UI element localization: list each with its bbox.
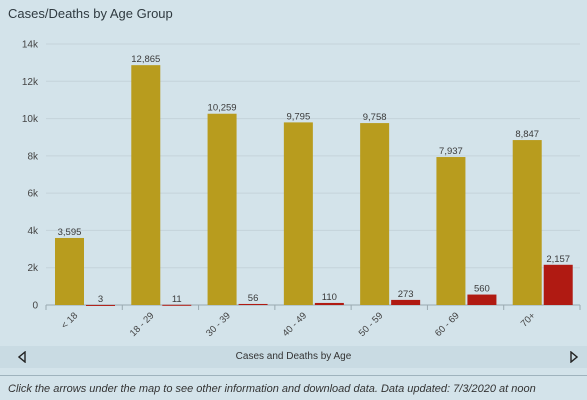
bar-cases [283,122,313,305]
bar-value-label: 3,595 [58,227,82,238]
bar-value-label: 10,259 [208,103,237,114]
y-tick-label: 2k [27,263,39,274]
bar-deaths [543,264,573,305]
data-labels: 3,595 3 12,865 11 10,259 56 9,795 110 9,758 273 7,… [58,54,570,305]
bar-deaths [391,299,421,305]
bar-deaths [314,302,344,305]
chart-name-label: Cases and Deaths by Age [235,351,352,362]
triangle-right-icon [570,351,578,363]
bar-cases [55,237,84,305]
y-tick-label: 6k [27,189,39,200]
next-chart-button[interactable] [566,348,582,366]
y-tick-label: 8k [27,151,39,162]
bar-cases [360,123,390,305]
bar-deaths [467,294,497,305]
bar-cases [512,140,542,305]
y-tick-label: 0 [32,301,38,312]
x-category-label: 60 - 69 [433,310,462,339]
y-tick-label: 4k [27,226,39,237]
x-category-label: 50 - 59 [357,310,386,339]
x-category-label: 70+ [519,310,538,329]
bar-value-label: 12,865 [131,54,160,65]
bar-chart: 0 2k 4k 6k 8k 10k 12k 14k < 18 18 - 29 30 - 39 40 -… [0,26,587,346]
y-tick-label: 14k [22,40,39,51]
bar-deaths [162,304,192,306]
x-category-label: 40 - 49 [280,310,309,339]
x-category-label: < 18 [59,310,80,331]
bar-cases [207,113,237,306]
x-category-label: 18 - 29 [128,310,157,339]
bar-deaths [86,304,115,306]
bar-value-label: 9,795 [286,111,310,122]
bar-value-label: 110 [322,292,337,303]
triangle-left-icon [18,351,26,363]
footer-note: Click the arrows under the map to see ot… [8,383,536,395]
chart-svg: 0 2k 4k 6k 8k 10k 12k 14k < 18 18 - 29 30 - 39 40 -… [22,40,581,339]
previous-chart-button[interactable] [14,348,30,366]
y-tick-label: 10k [22,114,39,125]
bar-value-label: 11 [172,294,182,305]
bar-deaths [238,303,268,305]
bar-value-label: 8,847 [515,129,539,140]
panel-title: Cases/Deaths by Age Group [8,6,173,21]
bars [55,65,573,306]
bar-value-label: 3 [98,294,103,305]
bar-value-label: 9,758 [363,112,387,123]
bar-value-label: 273 [398,289,414,300]
footer-divider [0,375,587,376]
bar-cases [131,65,161,305]
bar-value-label: 56 [248,293,259,304]
bar-value-label: 7,937 [439,146,463,157]
grid-lines [46,43,580,269]
chart-navigation-bar: Cases and Deaths by Age [0,346,587,368]
y-tick-label: 12k [22,77,39,88]
bar-value-label: 560 [474,284,490,295]
bar-cases [436,157,466,305]
x-category-label: 30 - 39 [204,310,233,339]
bar-value-label: 2,157 [546,254,570,265]
